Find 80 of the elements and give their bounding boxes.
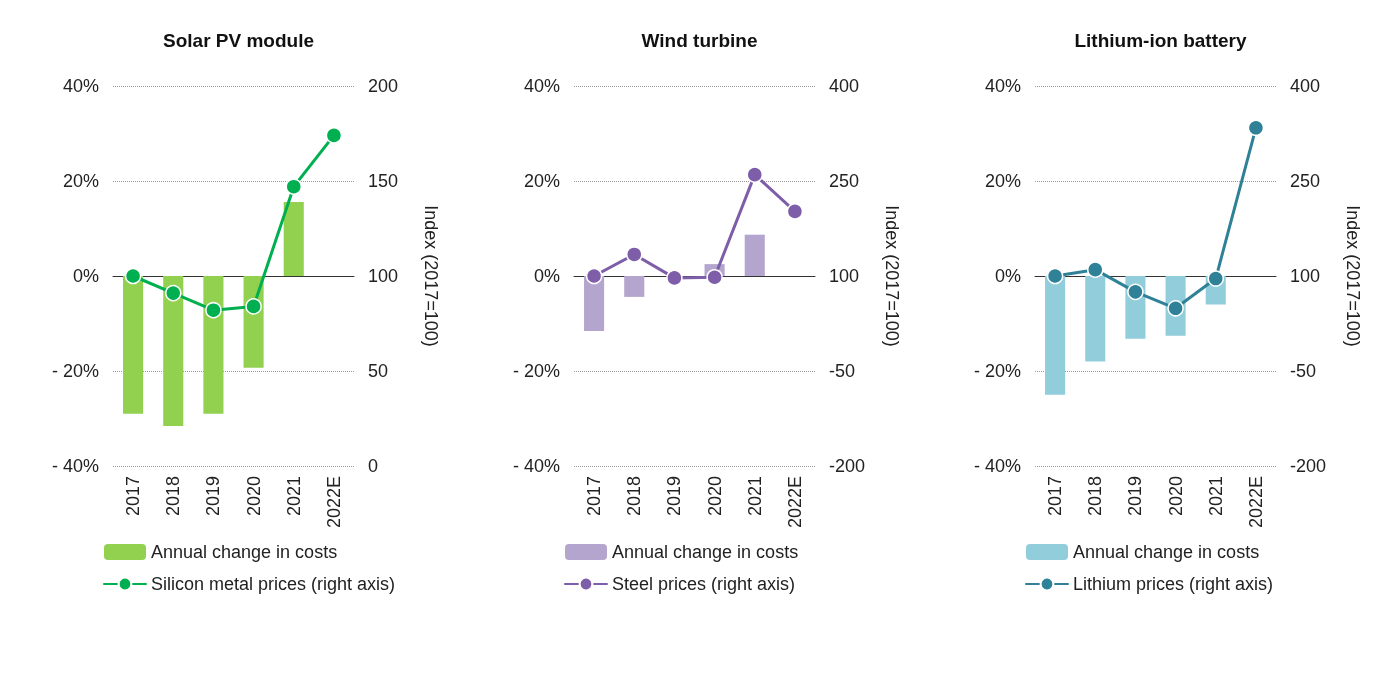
y2-tick-label: 250 [829,171,860,191]
y2-tick-label: 50 [368,361,389,381]
x-tick-label: 2020 [243,476,264,517]
point [666,269,683,287]
x-tick-label: 2021 [744,476,765,517]
x-tick-label: 2018 [1085,476,1106,517]
y2-tick-label: 200 [368,76,399,96]
chart-title: Solar PV module [163,30,314,51]
point [1127,283,1144,301]
bar [624,276,645,297]
legend-label: Steel prices (right axis) [612,574,796,594]
x-tick-label: 2019 [1125,476,1146,517]
bar [744,234,765,276]
y2-tick-label: 100 [368,266,399,286]
y2-axis-title: Index (2017=100) [882,205,902,347]
x-tick-label: 2021 [283,476,304,517]
y2-tick-label: 150 [368,171,399,191]
legend-label: Annual change in costs [612,542,799,562]
x-tick-label: 2022E [323,476,344,529]
x-tick-label: 2020 [704,476,725,517]
point [325,127,343,144]
y-tick-label: 20% [523,171,560,191]
y-tick-label: 0% [72,266,99,286]
y-tick-label: 20% [984,171,1021,191]
point [585,267,603,285]
legend-label: Silicon metal prices (right axis) [151,574,396,594]
legend-label: Annual change in costs [1073,542,1260,562]
point [1247,119,1265,137]
y-tick-label: 0% [533,266,560,286]
x-tick-label: 2022E [784,476,805,529]
y-tick-label: 40% [523,76,560,96]
chart-title: Wind turbine [641,30,758,51]
y-tick-label: - 20% [512,361,560,381]
y2-tick-label: 250 [1290,171,1321,191]
point [706,269,723,286]
point [285,178,302,195]
y2-tick-label: 400 [1290,76,1321,96]
y-tick-label: - 20% [51,361,99,381]
x-tick-label: 2019 [664,476,685,517]
y2-tick-label: -200 [829,456,866,476]
y-tick-label: - 40% [973,456,1021,476]
y2-tick-label: -50 [1290,361,1317,381]
y-tick-label: 20% [62,171,99,191]
x-tick-label: 2017 [584,476,605,517]
x-tick-label: 2017 [1045,476,1066,517]
point [626,246,643,263]
legend-label: Annual change in costs [151,542,338,562]
point [1046,267,1064,285]
y-tick-label: 40% [62,76,99,96]
y-tick-label: 40% [984,76,1021,96]
point [746,166,763,183]
point [1207,270,1224,287]
point [165,284,182,302]
x-tick-label: 2019 [203,476,224,517]
y2-tick-label: 100 [829,266,860,286]
y2-tick-label: 400 [829,76,860,96]
x-tick-label: 2021 [1205,476,1226,517]
point [1087,261,1104,278]
y2-axis-title: Index (2017=100) [421,205,441,347]
x-tick-label: 2020 [1165,476,1186,517]
y-tick-label: - 20% [973,361,1021,381]
point [245,298,262,315]
y2-tick-label: 100 [1290,266,1321,286]
y2-axis-title: Index (2017=100) [1343,205,1363,347]
x-tick-label: 2018 [624,476,645,517]
y-tick-label: - 40% [512,456,560,476]
point [786,203,804,220]
chart-title: Lithium-ion battery [1074,30,1247,51]
point [124,267,142,285]
x-tick-label: 2022E [1245,476,1266,529]
y-tick-label: 0% [994,266,1021,286]
y2-tick-label: -50 [829,361,856,381]
bar [584,276,605,332]
y2-tick-label: 0 [368,456,379,476]
x-tick-label: 2017 [123,476,144,517]
y2-tick-label: -200 [1290,456,1327,476]
point [205,301,222,319]
y-tick-label: - 40% [51,456,99,476]
x-tick-label: 2018 [163,476,184,517]
legend-label: Lithium prices (right axis) [1073,574,1274,594]
